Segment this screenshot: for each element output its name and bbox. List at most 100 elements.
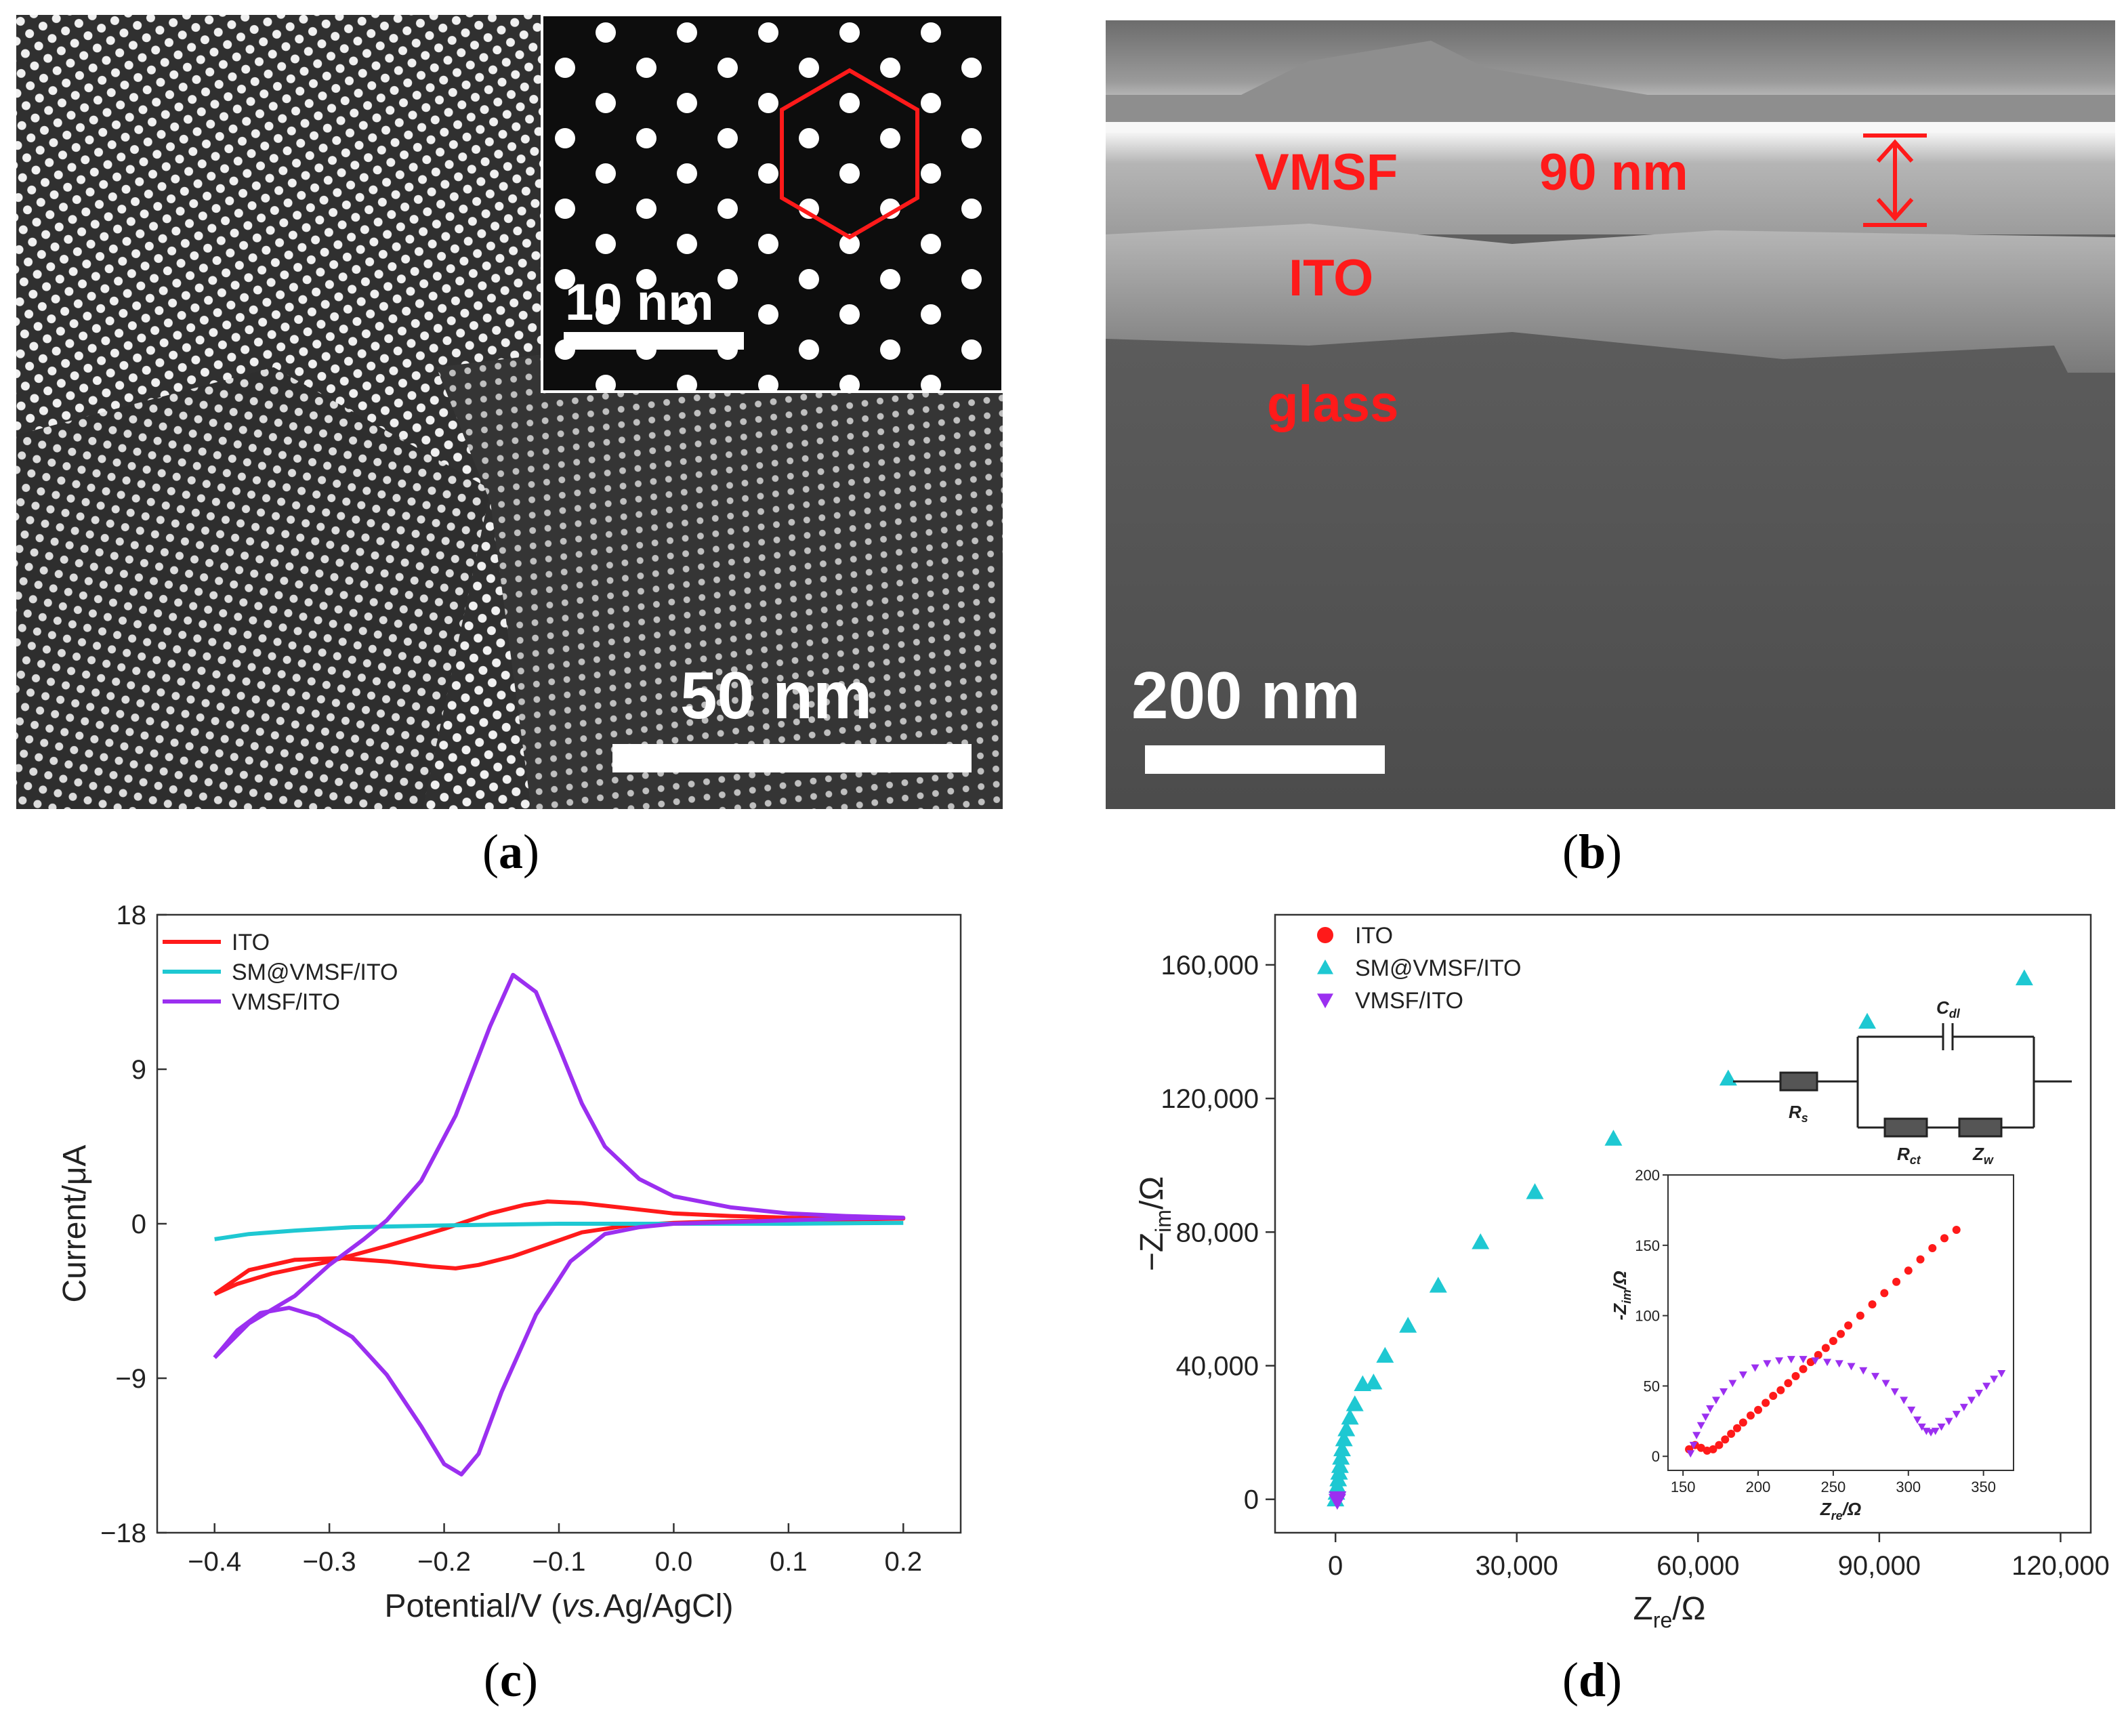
- inset-point-vmsf-ito: [1859, 1367, 1868, 1375]
- eis-y-tick-label: 160,000: [1161, 951, 1259, 980]
- eis-inset-plot: 150 200 250 300 350 0 50 100 150 200 Zre/Ω -Zim/Ω: [1610, 1167, 2014, 1523]
- inset-point-vmsf-ito: [1689, 1441, 1698, 1449]
- inset-point-vmsf-ito: [1927, 1429, 1936, 1437]
- inset-point-vmsf-ito: [1811, 1357, 1820, 1365]
- tem-svg: 10 nm 50 nm: [16, 15, 1003, 809]
- inset-point-vmsf-ito: [1751, 1364, 1759, 1372]
- eis-point-sm-vmsf-ito: [1858, 1012, 1877, 1029]
- inset-scale-label: 10 nm: [565, 274, 714, 331]
- eis-point-sm-vmsf-ito: [1526, 1183, 1544, 1199]
- vmsf-layer: [1106, 133, 2115, 234]
- inset-point-vmsf-ito: [1692, 1432, 1701, 1440]
- eis-point-sm-vmsf-ito: [1604, 1130, 1623, 1146]
- cv-x-tick-label: 0.2: [884, 1547, 922, 1577]
- zw-label: Zw: [1972, 1144, 1994, 1167]
- inset-x-tick-label: 200: [1746, 1479, 1771, 1495]
- inset-point-vmsf-ito: [1990, 1376, 1999, 1384]
- inset-point-ito: [1784, 1379, 1793, 1388]
- scale-bar: [1145, 745, 1385, 774]
- inset-y-tick-label: 50: [1644, 1378, 1660, 1394]
- eis-point-sm-vmsf-ito: [1337, 1420, 1356, 1437]
- eis-y-tick-label: 0: [1244, 1485, 1259, 1515]
- cv-legend-label: ITO: [232, 930, 270, 955]
- inset-point-ito: [1880, 1289, 1889, 1298]
- cv-y-tick-label: 18: [117, 901, 147, 930]
- cv-x-tick-label: 0.1: [770, 1547, 808, 1577]
- inset-point-vmsf-ito: [1835, 1360, 1843, 1368]
- inset-point-vmsf-ito: [1975, 1390, 1983, 1397]
- cv-chart: −0.4 −0.3 −0.2 −0.1 0.0 0.1 0.2 18 9 0 −9 −18 ITO SM…: [57, 901, 962, 1624]
- inset-x-axis-title: Zre/Ω: [1820, 1499, 1861, 1523]
- eis-y-tick-label: 40,000: [1176, 1352, 1259, 1382]
- eis-x-tick-label: 30,000: [1476, 1551, 1558, 1581]
- thickness-arrow: [1863, 133, 1927, 227]
- inset-point-vmsf-ito: [1847, 1363, 1856, 1371]
- inset-point-ito: [1856, 1311, 1864, 1320]
- scale-label: 50 nm: [680, 658, 872, 732]
- inset-point-vmsf-ito: [1997, 1369, 2006, 1378]
- inset-point-ito: [1799, 1365, 1808, 1373]
- inset-point-vmsf-ito: [1907, 1406, 1916, 1414]
- eis-x-axis-title: Zre/Ω: [1633, 1591, 1706, 1632]
- inset-point-ito: [1844, 1321, 1853, 1330]
- cv-y-tick-label: −9: [115, 1364, 146, 1394]
- inset-point-vmsf-ito: [1917, 1423, 1926, 1431]
- eis-point-sm-vmsf-ito: [1331, 1457, 1349, 1473]
- inset-point-vmsf-ito: [1775, 1357, 1784, 1365]
- inset-x-tick-label: 150: [1671, 1479, 1696, 1495]
- inset-point-ito: [1928, 1243, 1937, 1252]
- eis-point-sm-vmsf-ito: [1472, 1233, 1490, 1249]
- eis-x-tick-label: 90,000: [1838, 1551, 1921, 1581]
- inset-scale-bar: [564, 332, 744, 350]
- inset-y-tick-label: 150: [1635, 1237, 1660, 1254]
- inset-series-group: [1685, 1225, 2006, 1458]
- eis-point-vmsf-ito: [1329, 1491, 1347, 1508]
- glass-label: glass: [1267, 375, 1398, 433]
- inset-point-ito: [1746, 1411, 1755, 1420]
- inset-y-axis-title: -Zim/Ω: [1610, 1270, 1633, 1320]
- eis-point-sm-vmsf-ito: [1376, 1346, 1394, 1363]
- eis-series-group: [1327, 969, 2033, 1510]
- vmsf-label: VMSF: [1255, 144, 1398, 201]
- cv-x-tick-label: −0.2: [417, 1547, 471, 1577]
- inset-point-ito: [1709, 1445, 1717, 1453]
- inset-point-ito: [1727, 1430, 1736, 1439]
- inset-point-vmsf-ito: [1881, 1380, 1890, 1388]
- caption-a: (a): [482, 825, 539, 879]
- inset-point-ito: [1892, 1277, 1901, 1286]
- cv-legend-label: SM@VMSF/ITO: [232, 959, 398, 985]
- cv-legend-label: VMSF/ITO: [232, 989, 340, 1015]
- inset-point-vmsf-ito: [1937, 1423, 1946, 1431]
- rct-label: Rct: [1897, 1144, 1921, 1167]
- tem-inset: [541, 15, 1003, 393]
- hexagon-marker: [780, 68, 919, 240]
- inset-point-ito: [1776, 1386, 1785, 1394]
- eis-legend-label: SM@VMSF/ITO: [1355, 955, 1521, 981]
- eis-point-sm-vmsf-ito: [1332, 1449, 1350, 1465]
- inset-point-vmsf-ito: [1738, 1371, 1747, 1379]
- eis-legend-label: ITO: [1355, 923, 1393, 949]
- ito-label: ITO: [1289, 249, 1373, 307]
- scale-bar: [612, 744, 972, 772]
- inset-y-tick-label: 0: [1652, 1448, 1660, 1465]
- warburg-element: [1958, 1117, 2003, 1138]
- inset-point-ito: [1754, 1405, 1763, 1414]
- eis-point-sm-vmsf-ito: [2015, 969, 2033, 986]
- eis-x-tick-label: 0: [1328, 1551, 1343, 1581]
- cv-x-tick-label: −0.1: [533, 1547, 586, 1577]
- tem-image: 10 nm 50 nm: [16, 15, 1003, 809]
- inset-y-tick-label: 200: [1635, 1167, 1660, 1184]
- inset-point-vmsf-ito: [1982, 1382, 1991, 1390]
- inset-point-ito: [1738, 1418, 1747, 1427]
- inset-point-vmsf-ito: [1931, 1428, 1940, 1435]
- eis-y-tick-label: 120,000: [1161, 1084, 1259, 1114]
- inset-point-ito: [1904, 1266, 1913, 1275]
- eis-legend: ITO SM@VMSF/ITO VMSF/ITO: [1317, 923, 1521, 1014]
- inset-point-vmsf-ito: [1913, 1416, 1922, 1424]
- inset-point-vmsf-ito: [1787, 1356, 1795, 1363]
- eis-point-sm-vmsf-ito: [1399, 1317, 1417, 1333]
- rct-resistor: [1883, 1117, 1928, 1138]
- ito-layer: [1106, 224, 2115, 373]
- eis-point-sm-vmsf-ito: [1364, 1373, 1383, 1390]
